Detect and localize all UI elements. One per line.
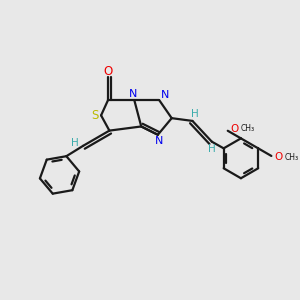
Text: N: N — [155, 136, 164, 146]
Text: H: H — [71, 137, 79, 148]
Text: H: H — [191, 109, 199, 119]
Text: O: O — [103, 65, 112, 78]
Text: S: S — [91, 109, 99, 122]
Text: CH₃: CH₃ — [285, 153, 299, 162]
Text: N: N — [160, 90, 169, 100]
Text: CH₃: CH₃ — [241, 124, 255, 133]
Text: N: N — [129, 89, 137, 99]
Text: H: H — [208, 144, 216, 154]
Text: O: O — [230, 124, 239, 134]
Text: O: O — [274, 152, 282, 162]
